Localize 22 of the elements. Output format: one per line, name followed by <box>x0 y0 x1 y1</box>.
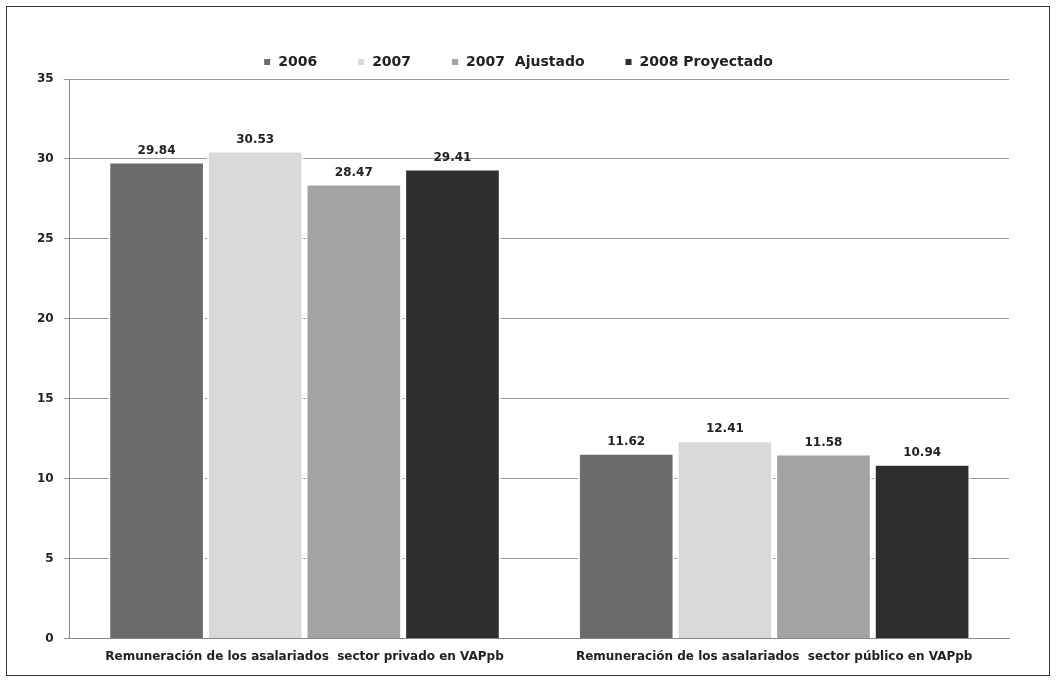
y-tick-label: 25 <box>37 231 54 246</box>
y-tick-label: 15 <box>37 390 54 405</box>
y-tick-label: 30 <box>37 151 54 166</box>
data-label: 29.41 <box>433 149 472 164</box>
legend-label: 2006 <box>278 52 318 69</box>
y-tick-label: 10 <box>37 470 54 485</box>
data-label: 29.84 <box>137 142 176 157</box>
x-tick-label: Remuneración de los asalariados sector privado en VAPpb <box>105 648 505 663</box>
data-label: 28.47 <box>334 164 373 179</box>
legend-label: 2007 <box>372 52 412 69</box>
legend-label: 2007 Ajustado <box>466 52 585 69</box>
x-tick-label: Remuneración de los asalariados sector público en VAPpb <box>575 648 973 663</box>
y-tick-label: 5 <box>45 550 54 565</box>
data-label: 30.53 <box>236 131 275 146</box>
y-tick-label: 35 <box>37 71 54 86</box>
y-tick-label: 20 <box>37 310 54 325</box>
data-label: 11.58 <box>804 434 843 449</box>
y-tick-label: 0 <box>45 630 54 645</box>
data-label: 11.62 <box>607 433 646 448</box>
legend-label: 2008 Proyectado <box>639 52 774 69</box>
data-label: 10.94 <box>903 444 942 459</box>
data-label: 12.41 <box>705 421 744 436</box>
